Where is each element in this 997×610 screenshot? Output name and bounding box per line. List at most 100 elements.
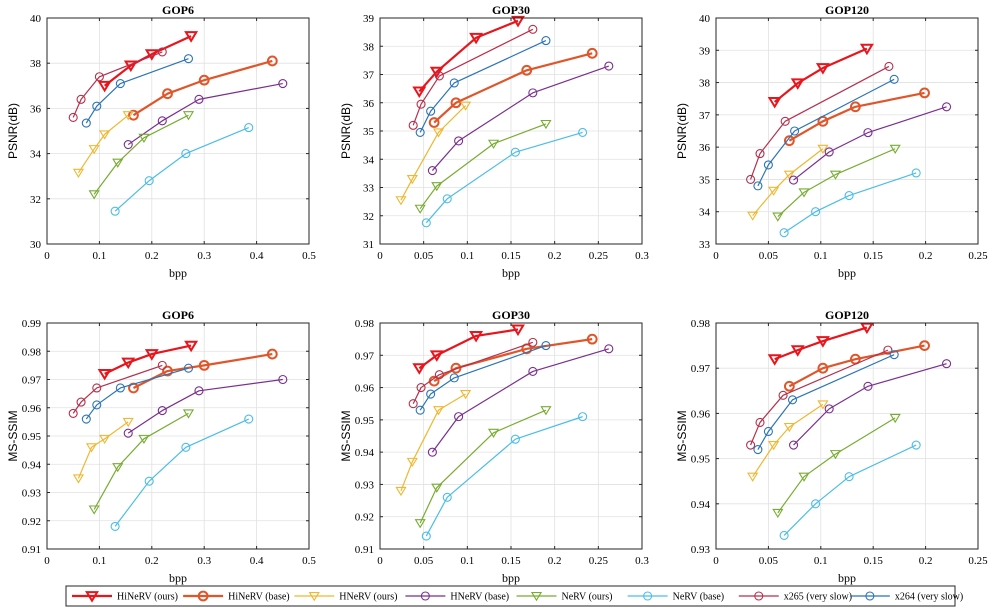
y-tick-label: 0.95 [691, 454, 711, 466]
y-tick-label: 0.97 [691, 363, 711, 375]
data-point [859, 43, 874, 56]
data-point [772, 212, 784, 222]
data-point [194, 386, 204, 396]
legend-item-hnerv-base: HNeRV (base) [405, 591, 509, 603]
data-point [99, 130, 111, 140]
legend-marker [197, 590, 209, 602]
data-point [181, 442, 191, 452]
data-point [184, 31, 199, 43]
data-point [431, 182, 443, 192]
y-tick-label: 36 [30, 103, 42, 115]
axes-box [46, 17, 310, 245]
legend-item-hnerv-ours: HNeRV (ours) [294, 592, 397, 603]
series-line-hinerv-ours [104, 344, 192, 375]
series-x265-very-slow [746, 345, 893, 450]
data-point [863, 381, 873, 391]
data-point [817, 400, 829, 410]
x-axis-label: bpp [838, 266, 856, 280]
y-tick-label: 38 [363, 41, 375, 53]
chart-gop30-ms-ssim: 0 0.05 0.1 0.15 0.2 0.25 0.3 0.91 0.92 0.93 0.94 0.… [339, 308, 649, 585]
y-tick-label: 0.94 [22, 459, 42, 471]
series-nerv-ours [772, 413, 901, 519]
data-point [450, 97, 462, 109]
series-line-hinerv-base [433, 52, 593, 124]
data-point [450, 362, 462, 374]
x-axis-label: bpp [502, 571, 520, 585]
data-point [780, 116, 790, 126]
data-point [449, 373, 459, 383]
data-point [540, 406, 552, 416]
chart-title: GOP6 [162, 308, 194, 322]
data-point [157, 406, 167, 416]
data-point [829, 170, 842, 180]
data-point [746, 174, 756, 184]
data-point [779, 228, 789, 238]
data-point [415, 405, 425, 415]
data-point [911, 440, 921, 450]
data-point [99, 434, 111, 445]
series-group [395, 15, 614, 228]
data-point [426, 389, 436, 399]
y-axis-label: MS-SSIM [339, 410, 353, 461]
series-x265-very-slow [408, 24, 538, 130]
data-point [416, 99, 426, 109]
legend-item-hinerv-ours: HiNeRV (ours) [72, 591, 178, 603]
y-tick-label: 0.95 [355, 415, 375, 427]
data-point [182, 111, 195, 121]
series-line-hinerv-ours [418, 328, 519, 370]
y-tick-label: 33 [363, 183, 375, 195]
x-tick-label: 0.2 [919, 555, 933, 567]
data-point [824, 404, 834, 414]
data-point [487, 428, 500, 438]
series-line-x265-very-slow [750, 349, 889, 446]
data-point [115, 78, 125, 89]
series-line-nerv-base [783, 444, 917, 536]
data-point [427, 447, 437, 457]
x-tick-label: 0 [713, 250, 719, 262]
x-tick-label: 0.3 [197, 555, 211, 567]
y-tick-label: 0.93 [22, 488, 42, 500]
legend-item-hinerv-base: HiNeRV (base) [183, 590, 290, 603]
legend-label: NeRV (base) [673, 592, 725, 603]
data-point [157, 360, 167, 370]
x-axis-label: bpp [169, 266, 187, 280]
data-point [889, 144, 901, 154]
series-line-x264-very-slow [757, 354, 895, 450]
series-hinerv-ours [767, 43, 874, 109]
data-point [278, 374, 288, 385]
series-line-hnerv-base [793, 106, 947, 181]
data-point [122, 417, 134, 428]
data-point [541, 36, 551, 46]
series-line-hinerv-ours [418, 19, 519, 93]
legend-marker [754, 591, 764, 601]
data-point [198, 74, 210, 86]
data-point [278, 78, 288, 89]
series-line-x265-very-slow [412, 341, 534, 404]
data-point [829, 450, 842, 460]
legend-label: HNeRV (base) [450, 592, 509, 603]
series-line-x265-very-slow [72, 364, 163, 414]
axes-box [715, 322, 979, 550]
x-tick-label: 0.25 [589, 250, 609, 262]
y-tick-label: 0.96 [355, 383, 375, 395]
legend-marker [865, 591, 875, 601]
data-point [753, 445, 763, 455]
data-point [521, 64, 533, 76]
series-line-hinerv-base [132, 59, 273, 117]
data-point [528, 337, 538, 347]
data-point [88, 145, 100, 155]
series-line-hnerv-ours [77, 114, 129, 174]
chart-title: GOP6 [162, 3, 194, 17]
series-line-nerv-base [425, 416, 583, 537]
y-tick-label: 39 [363, 13, 375, 25]
series-hnerv-ours [747, 400, 829, 482]
data-point [783, 422, 795, 433]
data-point [121, 357, 136, 370]
data-point [911, 168, 921, 178]
data-point [85, 443, 98, 453]
chart-gop120-ms-ssim: 0 0.05 0.1 0.15 0.2 0.25 0.93 0.94 0.95 0.96 0.97 0… [675, 308, 988, 585]
series-hnerv-base [427, 344, 614, 457]
data-point [454, 412, 464, 422]
data-point [849, 101, 861, 113]
